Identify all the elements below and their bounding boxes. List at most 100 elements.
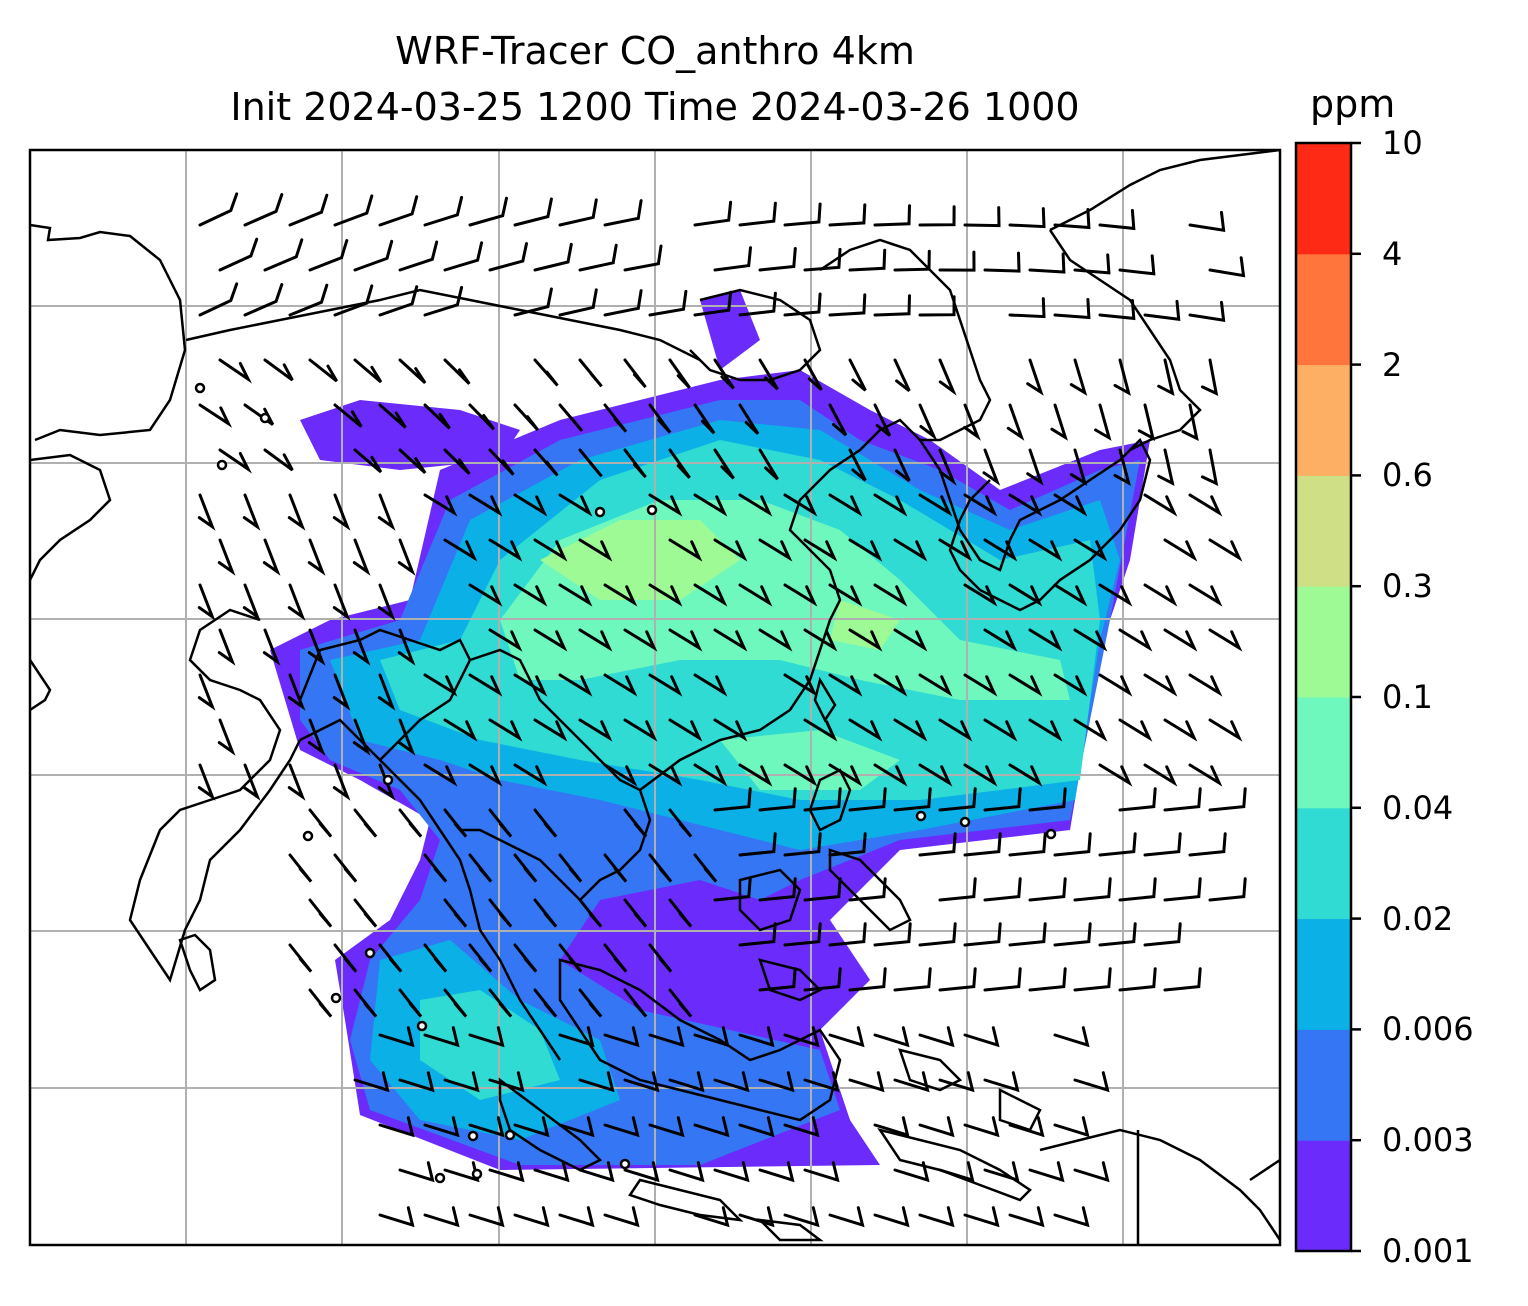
wind-barb [558, 1206, 595, 1228]
wind-barb [423, 853, 448, 883]
wind-barb [398, 1071, 435, 1093]
wind-barb [783, 673, 818, 697]
wind-barb [263, 448, 294, 472]
wind-barb [533, 448, 559, 477]
wind-barb [848, 628, 883, 652]
wind-barb [443, 241, 484, 272]
wind-barb [758, 877, 797, 902]
wind-barb [963, 922, 1002, 947]
wind-barb [758, 247, 797, 272]
wind-barb [938, 787, 977, 812]
wind-barb [197, 673, 216, 711]
wind-barb [443, 448, 471, 475]
wind-barb [488, 898, 513, 928]
wind-barb [1200, 358, 1219, 397]
wind-barb [353, 448, 383, 474]
wind-barb [1200, 448, 1219, 487]
wind-barb [488, 1071, 525, 1093]
wind-barb [308, 988, 333, 1018]
wind-barb [288, 853, 313, 883]
wind-barb [262, 628, 281, 666]
wind-barb [1188, 583, 1223, 607]
wind-barb [668, 628, 703, 652]
wind-barb [1098, 583, 1133, 607]
wind-barb [468, 196, 508, 227]
wind-barb [758, 358, 779, 391]
wind-barb [1028, 538, 1063, 562]
wind-barb [1163, 628, 1198, 652]
wind-barb [217, 538, 236, 576]
wind-barb [218, 237, 259, 272]
wind-barb [983, 718, 1018, 742]
wind-barb [1028, 967, 1067, 992]
wind-barb [1143, 832, 1182, 857]
colorbar-unit: ppm [1310, 82, 1396, 126]
wind-barb [1008, 583, 1043, 607]
wind-barb [848, 787, 887, 812]
wind-barb [1028, 718, 1063, 742]
wind-barb [353, 239, 394, 272]
wind-barb [983, 538, 1018, 562]
wind-barb [873, 493, 908, 517]
wind-barb [918, 1116, 955, 1138]
wind-barb [713, 1161, 750, 1183]
wind-barb [1069, 358, 1088, 396]
wind-barb [217, 628, 236, 666]
wind-barb [558, 1026, 595, 1048]
wind-barb [443, 718, 478, 742]
wind-barb [533, 808, 558, 838]
wind-barb [713, 877, 752, 902]
wind-barb [578, 448, 603, 478]
wind-barb [693, 1026, 730, 1048]
wind-barb [423, 943, 448, 973]
wind-barb [443, 898, 468, 928]
wind-barb [332, 493, 351, 531]
wind-barb [873, 583, 908, 607]
colorbar-tick-label: 0.001 [1382, 1232, 1474, 1270]
wind-barb [558, 583, 593, 607]
wind-barb [377, 583, 396, 621]
wind-barb [1026, 358, 1044, 396]
wind-barb [1053, 583, 1088, 607]
wind-barb [1008, 832, 1047, 857]
wind-barb [513, 197, 553, 227]
wind-barb [918, 403, 938, 441]
wind-barb [828, 493, 863, 517]
wind-barb [893, 718, 928, 742]
wind-barb [423, 1206, 460, 1228]
wind-barb [377, 763, 396, 801]
wind-barb [758, 1161, 795, 1183]
wind-barb [1163, 787, 1202, 812]
wind-barb [983, 877, 1022, 902]
wind-barb [963, 206, 1001, 228]
wind-barb [938, 718, 973, 742]
map-frame [28, 148, 1282, 1247]
wind-barb [443, 1161, 480, 1183]
wind-barb [873, 673, 908, 697]
wind-barb [828, 922, 867, 947]
wind-barb [1008, 297, 1046, 319]
colorbar-block [1296, 586, 1351, 698]
wind-barb [982, 448, 1001, 486]
wind-barb [468, 943, 493, 973]
wind-barb [307, 718, 326, 756]
wind-barb [242, 493, 261, 531]
wind-barb [1094, 403, 1112, 441]
wind-barb [578, 1161, 615, 1183]
wind-barb [333, 284, 374, 317]
wind-barb [423, 403, 451, 430]
wind-barb [218, 448, 253, 474]
colorbar-tick-label: 0.1 [1382, 678, 1433, 716]
wind-barb [693, 290, 733, 317]
wind-barb [893, 628, 928, 652]
wind-barb [333, 943, 358, 973]
wind-barb [848, 248, 887, 272]
wind-barb [287, 673, 306, 711]
wind-barb [893, 249, 931, 272]
wind-barb [558, 673, 593, 697]
wind-barb [648, 673, 683, 697]
wind-barb [803, 1161, 840, 1183]
wind-barb [578, 628, 613, 652]
wind-barb [1098, 832, 1137, 857]
wind-barb [378, 285, 419, 317]
